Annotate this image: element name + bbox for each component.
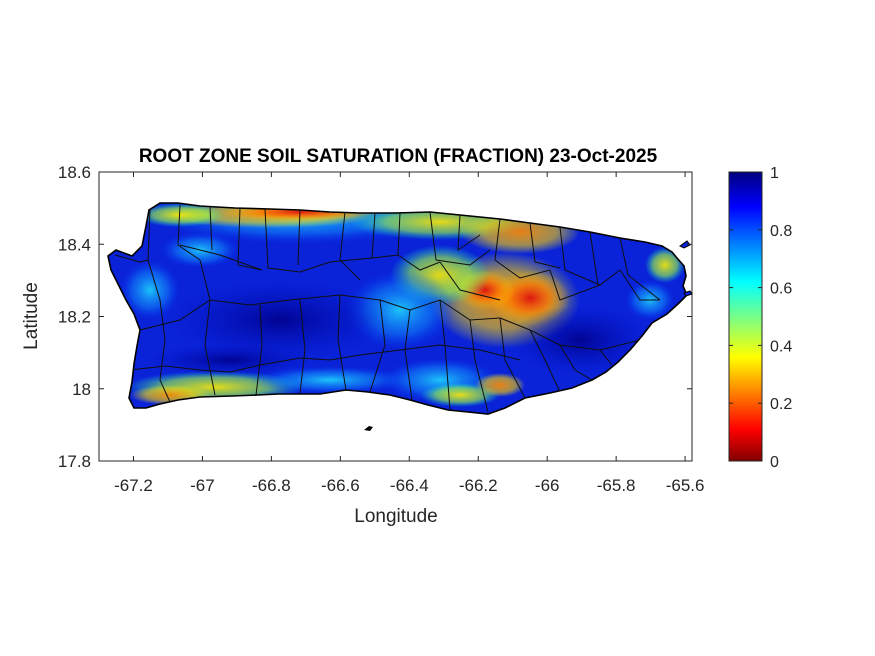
y-tick-label: 17.8 [58,452,91,471]
x-tick-label: -65.8 [597,476,636,495]
municipality-border [299,299,306,394]
x-tick-label: -66 [535,476,560,495]
municipality-border [529,222,561,269]
colorbar [728,171,763,462]
south-orange [475,373,525,397]
y-tick-label: 18.6 [58,163,91,182]
chart-title: ROOT ZONE SOIL SATURATION (FRACTION) 23-… [139,146,658,167]
colorbar-ticks: 0 0.2 0.4 0.6 0.8 1 [729,165,792,471]
municipality-border [159,299,171,403]
municipality-border [209,205,213,251]
x-tick-label: -67 [190,476,215,495]
municipality-border [114,254,149,263]
municipality-border [559,226,621,286]
municipality-border [329,254,399,263]
municipality-borders [114,204,661,413]
municipality-border [589,231,599,286]
municipality-border [559,344,593,381]
x-tick-label: -67.2 [114,476,153,495]
colorbar-tick-label: 0 [770,454,779,471]
municipality-border [404,309,413,401]
municipality-border [397,212,441,271]
small-islet-east-2 [679,240,691,249]
west-cyan [120,260,180,320]
small-islet-south [364,426,373,431]
south-west-dark [150,344,310,376]
colorbar-tick-label: 0.4 [770,338,792,355]
municipality-border [179,244,263,271]
y-axis-label: Latitude [21,282,42,350]
municipality-border [439,299,451,411]
x-tick-label: -66.6 [321,476,360,495]
municipality-border [529,329,561,393]
island-data-layer [108,203,687,414]
colorbar-tick-label: 0.6 [770,281,792,298]
y-tick-label: 18.4 [58,235,91,254]
municipality-border [371,212,376,259]
municipality-border [619,269,660,301]
municipality-border [264,208,331,273]
x-tick-label: -65.6 [666,476,705,495]
municipality-border [337,294,347,391]
municipality-border [457,214,481,251]
municipality-border [177,204,211,301]
small-islet-east [683,290,693,297]
municipality-border [399,344,521,361]
municipality-border [549,269,601,301]
municipality-border [237,207,263,271]
municipality-border [599,349,613,366]
municipality-border [439,261,501,301]
y-tick-label: 18 [72,380,91,399]
x-tick-label: -66.4 [390,476,429,495]
colorbar-tick-label: 1 [770,165,779,182]
x-tick-label: -66.8 [252,476,291,495]
colorbar-tick-label: 0.8 [770,223,792,240]
municipality-border [204,299,216,396]
central-dark [170,280,390,360]
municipality-border [255,304,263,396]
x-axis-label: Longitude [354,506,437,527]
municipality-border [369,299,386,393]
municipality-border [494,218,551,279]
municipality-border [499,317,526,399]
municipality-border [429,211,491,266]
municipality-border [297,209,301,266]
x-axis: -67.2 -67 -66.8 -66.6 -66.4 -66.2 -66 -65.8 -65.… [114,172,704,495]
municipality-border [339,211,361,281]
x-tick-label: -66.2 [459,476,498,495]
island-outline [107,202,688,415]
y-tick-label: 18.2 [58,308,91,327]
colorbar-tick-label: 0.2 [770,396,792,413]
municipality-border [469,319,489,413]
east-dark [510,305,650,375]
municipality-border [619,237,661,301]
y-axis: 17.8 18 18.2 18.4 18.6 [58,163,692,471]
south-central-cyan [250,366,410,394]
